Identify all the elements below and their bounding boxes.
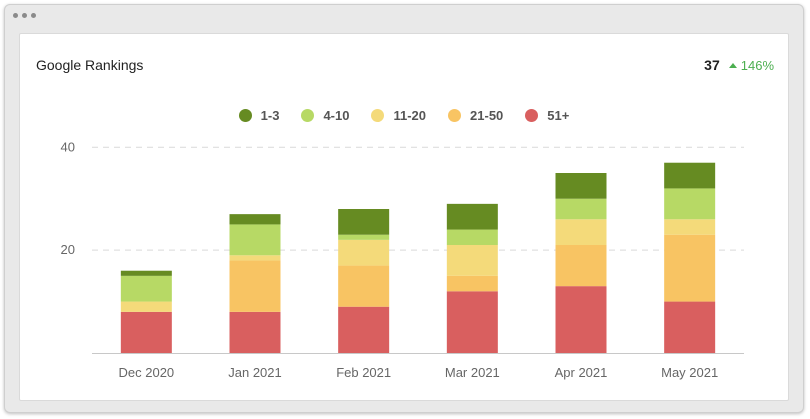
chart-legend: 1-3 4-10 11-20 21-50 51+ bbox=[20, 108, 788, 123]
bar-segment bbox=[664, 234, 716, 302]
rankings-stat: 37 146% bbox=[704, 57, 774, 73]
bar-segment bbox=[664, 188, 716, 220]
stat-value: 37 bbox=[704, 57, 720, 73]
legend-label: 11-20 bbox=[393, 108, 427, 123]
bar-segment bbox=[664, 219, 716, 235]
bar-segment bbox=[446, 203, 498, 230]
window-dot bbox=[22, 13, 27, 18]
bar-segment bbox=[338, 306, 390, 353]
legend-item[interactable]: 4-10 bbox=[301, 108, 349, 123]
bar-segment bbox=[120, 301, 172, 312]
x-tick-label: Jan 2021 bbox=[228, 365, 282, 380]
bar-segment bbox=[120, 275, 172, 302]
bar-segment bbox=[446, 275, 498, 292]
bar-segment bbox=[229, 255, 281, 261]
bar-segment bbox=[338, 234, 390, 240]
window-dot bbox=[13, 13, 18, 18]
bar-segment bbox=[229, 224, 281, 256]
bar-segment bbox=[120, 270, 172, 276]
window-dot bbox=[31, 13, 36, 18]
bar-segment bbox=[446, 245, 498, 276]
y-tick-label: 20 bbox=[61, 242, 75, 257]
bar-segment bbox=[229, 214, 281, 225]
legend-swatch bbox=[525, 109, 539, 122]
legend-item[interactable]: 51+ bbox=[525, 108, 569, 123]
x-tick-label: Dec 2020 bbox=[119, 365, 175, 380]
x-tick-label: Feb 2021 bbox=[336, 365, 391, 380]
bar-segment bbox=[338, 265, 390, 307]
stat-change: 146% bbox=[740, 57, 774, 73]
bar-segment bbox=[229, 260, 281, 312]
legend-swatch bbox=[301, 109, 315, 122]
bar-segment bbox=[555, 173, 607, 199]
legend-swatch bbox=[371, 109, 385, 122]
x-tick-label: Mar 2021 bbox=[445, 365, 500, 380]
window-dots bbox=[13, 13, 36, 18]
trend-up-icon bbox=[728, 62, 737, 68]
bar-segment bbox=[664, 301, 716, 353]
legend-item[interactable]: 1-3 bbox=[238, 108, 280, 123]
bar-segment bbox=[229, 311, 281, 353]
bar-segment bbox=[446, 291, 498, 353]
bar-segment bbox=[555, 219, 607, 245]
legend-swatch bbox=[238, 109, 252, 122]
legend-item[interactable]: 11-20 bbox=[371, 108, 426, 123]
x-tick-label: May 2021 bbox=[661, 365, 718, 380]
legend-label: 21-50 bbox=[470, 108, 504, 123]
y-tick-label: 40 bbox=[61, 139, 75, 154]
bar-segment bbox=[120, 311, 172, 353]
stacked-bar-chart: 20 40 Dec 2020 Jan 2021 Feb 2021 Mar 2021 Apr … bbox=[61, 139, 744, 380]
bar-segment bbox=[555, 245, 607, 287]
bar-segment bbox=[555, 198, 607, 220]
bar-segment bbox=[338, 239, 390, 266]
legend-item[interactable]: 21-50 bbox=[448, 108, 503, 123]
bar-segment bbox=[664, 162, 716, 189]
widget-title: Google Rankings bbox=[36, 57, 144, 73]
bar-segment bbox=[338, 209, 390, 235]
legend-label: 4-10 bbox=[323, 108, 350, 123]
bar-segment bbox=[555, 286, 607, 353]
rankings-widget: Google Rankings 37 146% 1-3 4-10 11-20 21-5… bbox=[19, 33, 789, 401]
legend-label: 51+ bbox=[547, 108, 570, 123]
x-tick-label: Apr 2021 bbox=[555, 365, 608, 380]
legend-swatch bbox=[448, 109, 462, 122]
browser-window: Google Rankings 37 146% 1-3 4-10 11-20 21-5… bbox=[4, 4, 804, 413]
bar-segment bbox=[446, 229, 498, 245]
legend-label: 1-3 bbox=[260, 108, 280, 123]
